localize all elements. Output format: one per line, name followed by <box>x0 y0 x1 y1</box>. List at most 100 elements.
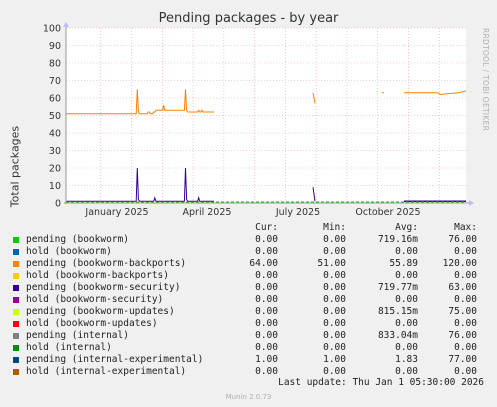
legend-header-avg: Avg: <box>395 222 418 233</box>
legend-swatch <box>13 357 19 363</box>
munin-version: Munin 2.0.73 <box>225 393 272 401</box>
legend-cur: 0.00 <box>255 342 278 353</box>
legend-swatch <box>13 321 19 327</box>
legend-cur: 0.00 <box>255 294 278 305</box>
legend-min: 0.00 <box>323 306 346 317</box>
legend-max: 0.00 <box>454 294 477 305</box>
legend-swatch <box>13 237 19 243</box>
legend-label: pending (internal-experimental) <box>26 354 204 365</box>
legend-label: hold (internal-experimental) <box>26 366 187 377</box>
legend-label: hold (bookworm-security) <box>26 294 164 305</box>
y-tick-label: 90 <box>49 41 61 52</box>
legend-row: hold (bookworm-updates) 0.00 0.00 0.00 0.00 <box>0 318 497 330</box>
legend-cur: 1.00 <box>255 354 278 365</box>
legend-swatch <box>13 297 19 303</box>
y-tick-label: 100 <box>43 24 61 35</box>
legend-row: hold (internal) 0.00 0.00 0.00 0.00 <box>0 342 497 354</box>
legend-min: 0.00 <box>323 234 346 245</box>
legend-swatch <box>13 345 19 351</box>
legend-max: 120.00 <box>442 258 477 269</box>
legend-row: hold (bookworm-security) 0.00 0.00 0.00 0.00 <box>0 294 497 306</box>
legend-label: pending (internal) <box>26 330 129 341</box>
legend-header-min: Min: <box>323 222 346 233</box>
y-tick-label: 40 <box>49 129 61 140</box>
legend-max: 0.00 <box>454 342 477 353</box>
legend-min: 0.00 <box>323 270 346 281</box>
legend-row: hold (bookworm) 0.00 0.00 0.00 0.00 <box>0 246 497 258</box>
legend-avg: 0.00 <box>395 246 418 257</box>
legend-max: 0.00 <box>454 246 477 257</box>
series-line <box>65 167 214 204</box>
legend-label: hold (internal) <box>26 342 112 353</box>
legend-cur: 0.00 <box>255 366 278 377</box>
legend-cur: 0.00 <box>255 318 278 329</box>
series-line <box>312 92 316 104</box>
legend-avg: 0.00 <box>395 270 418 281</box>
legend-swatch <box>13 273 19 279</box>
legend-min: 0.00 <box>323 282 346 293</box>
legend-avg: 833.04m <box>377 330 418 341</box>
legend-label: hold (bookworm-updates) <box>26 318 158 329</box>
legend-max: 76.00 <box>448 234 477 245</box>
legend-header-max: Max: <box>454 222 477 233</box>
chart-title: Pending packages - by year <box>158 11 339 26</box>
y-tick-label: 10 <box>49 181 61 192</box>
legend-cur: 0.00 <box>255 246 278 257</box>
legend-row: pending (bookworm) 0.00 0.00 719.16m 76.00 <box>0 234 497 246</box>
legend-row: pending (internal-experimental) 1.00 1.00 1… <box>0 354 497 366</box>
legend-max: 0.00 <box>454 366 477 377</box>
legend-row: pending (bookworm-updates) 0.00 0.00 815.15… <box>0 306 497 318</box>
legend-max: 75.00 <box>448 306 477 317</box>
legend-label: pending (bookworm) <box>26 234 129 245</box>
legend-max: 63.00 <box>448 282 477 293</box>
legend-min: 51.00 <box>317 258 346 269</box>
y-tick-label: 50 <box>49 111 61 122</box>
chart-plot: 0 10 20 30 40 50 60 70 80 90 100 January 2025 April… <box>43 22 474 218</box>
legend-avg: 1.83 <box>395 354 418 365</box>
legend-max: 76.00 <box>448 330 477 341</box>
legend-row: pending (bookworm-security) 0.00 0.00 719.7… <box>0 282 497 294</box>
y-axis-arrow <box>63 22 69 27</box>
legend-min: 0.00 <box>323 318 346 329</box>
x-tick-label: October 2025 <box>355 207 420 218</box>
series-line <box>404 90 467 96</box>
legend-cur: 0.00 <box>255 282 278 293</box>
legend-label: pending (bookworm-backports) <box>26 258 187 269</box>
legend-header-cur: Cur: <box>255 222 278 233</box>
legend-swatch <box>13 249 19 255</box>
legend-swatch <box>13 309 19 315</box>
legend-avg: 0.00 <box>395 342 418 353</box>
legend-cur: 64.00 <box>249 258 278 269</box>
legend-max: 0.00 <box>454 270 477 281</box>
legend-cur: 0.00 <box>255 234 278 245</box>
legend-avg: 55.89 <box>389 258 418 269</box>
y-tick-label: 80 <box>49 59 61 70</box>
y-tick-label: 0 <box>55 199 61 210</box>
legend-swatch <box>13 369 19 375</box>
legend-swatch <box>13 333 19 339</box>
series-line <box>66 89 214 115</box>
legend-avg: 719.77m <box>377 282 418 293</box>
legend-cur: 0.00 <box>255 270 278 281</box>
legend-row: pending (internal) 0.00 0.00 833.04m 76.00 <box>0 330 497 342</box>
legend-avg: 0.00 <box>395 294 418 305</box>
y-tick-label: 30 <box>49 146 61 157</box>
legend-cur: 0.00 <box>255 330 278 341</box>
legend-min: 1.00 <box>323 354 346 365</box>
legend-label: hold (bookworm) <box>26 246 112 257</box>
series-line <box>312 187 316 202</box>
legend-max: 0.00 <box>454 318 477 329</box>
legend-row: hold (bookworm-backports) 0.00 0.00 0.00 0.0… <box>0 270 497 282</box>
legend-avg: 719.16m <box>377 234 418 245</box>
legend-row: pending (bookworm-backports) 64.00 51.00 55… <box>0 258 497 270</box>
rrdtool-credit: RRDTOOL / TOBI OETIKER <box>481 28 490 132</box>
legend-label: hold (bookworm-backports) <box>26 270 169 281</box>
legend-label: pending (bookworm-updates) <box>26 306 175 317</box>
legend-min: 0.00 <box>323 366 346 377</box>
legend-min: 0.00 <box>323 330 346 341</box>
legend-avg: 0.00 <box>395 366 418 377</box>
legend-row: hold (internal-experimental) 0.00 0.00 0.00… <box>0 366 497 378</box>
legend-avg: 0.00 <box>395 318 418 329</box>
y-tick-label: 20 <box>49 164 61 175</box>
x-tick-label: April 2025 <box>183 207 232 218</box>
